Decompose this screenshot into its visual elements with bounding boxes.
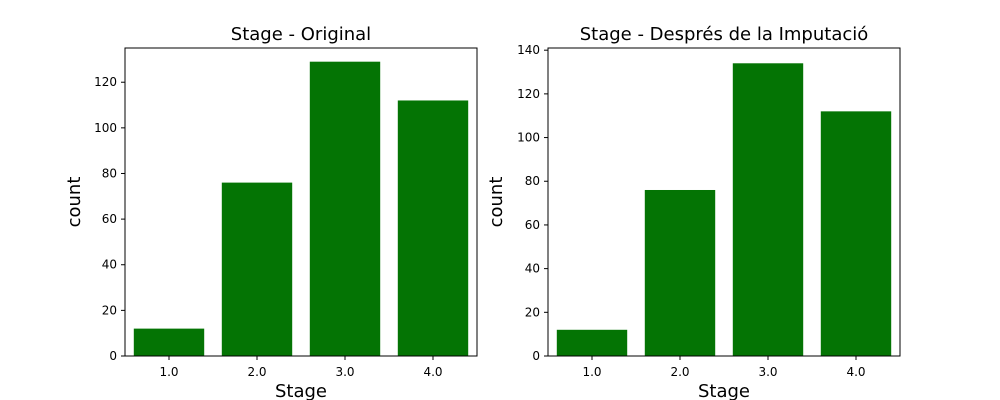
y-tick-label: 100 xyxy=(94,121,117,135)
y-tick-label: 40 xyxy=(102,258,117,272)
y-tick-label: 0 xyxy=(532,349,540,363)
x-tick-label: 2.0 xyxy=(247,365,266,379)
x-axis-label: Stage xyxy=(275,381,327,400)
chart-panel-imputed: Stage - Després de la Imputació 0 20 40 60 8… xyxy=(486,24,901,400)
x-ticks: 1.0 2.0 3.0 4.0 xyxy=(159,356,443,379)
y-tick-label: 100 xyxy=(517,131,540,145)
y-ticks: 0 20 40 60 80 100 120 140 xyxy=(517,43,548,363)
bars-group xyxy=(133,61,469,356)
bar-2.0 xyxy=(644,189,716,356)
x-axis-label: Stage xyxy=(698,381,750,400)
bar-2.0 xyxy=(221,182,293,356)
x-tick-label: 1.0 xyxy=(159,365,178,379)
y-axis-label: count xyxy=(64,177,85,228)
y-tick-label: 60 xyxy=(525,218,540,232)
y-tick-label: 20 xyxy=(525,305,540,319)
bars-group xyxy=(556,63,892,356)
bar-1.0 xyxy=(556,329,628,356)
axes-frame xyxy=(547,47,901,357)
chart-title: Stage - Original xyxy=(231,24,371,45)
y-axis-label: count xyxy=(486,177,507,228)
bar-3.0 xyxy=(732,63,804,356)
y-tick-label: 120 xyxy=(94,75,117,89)
x-tick-label: 2.0 xyxy=(670,365,689,379)
y-tick-label: 80 xyxy=(525,174,540,188)
chart-title: Stage - Després de la Imputació xyxy=(580,24,869,45)
bar-1.0 xyxy=(133,328,205,356)
y-tick-label: 40 xyxy=(525,262,540,276)
bar-4.0 xyxy=(397,100,469,356)
x-tick-label: 4.0 xyxy=(846,365,865,379)
x-ticks: 1.0 2.0 3.0 4.0 xyxy=(582,356,866,379)
y-tick-label: 80 xyxy=(102,166,117,180)
y-tick-label: 120 xyxy=(517,87,540,101)
x-tick-label: 1.0 xyxy=(582,365,601,379)
y-tick-label: 0 xyxy=(109,349,117,363)
axes-frame xyxy=(124,47,478,357)
y-tick-label: 60 xyxy=(102,212,117,226)
bar-3.0 xyxy=(309,61,381,356)
x-tick-label: 3.0 xyxy=(758,365,777,379)
y-tick-label: 20 xyxy=(102,303,117,317)
y-ticks: 0 20 40 60 80 100 120 xyxy=(94,75,125,363)
x-tick-label: 3.0 xyxy=(335,365,354,379)
x-tick-label: 4.0 xyxy=(423,365,442,379)
y-tick-label: 140 xyxy=(517,43,540,57)
bar-4.0 xyxy=(820,111,892,356)
chart-panel-original: Stage - Original 0 20 40 60 80 100 120 1.0 2.0 3… xyxy=(64,24,478,400)
